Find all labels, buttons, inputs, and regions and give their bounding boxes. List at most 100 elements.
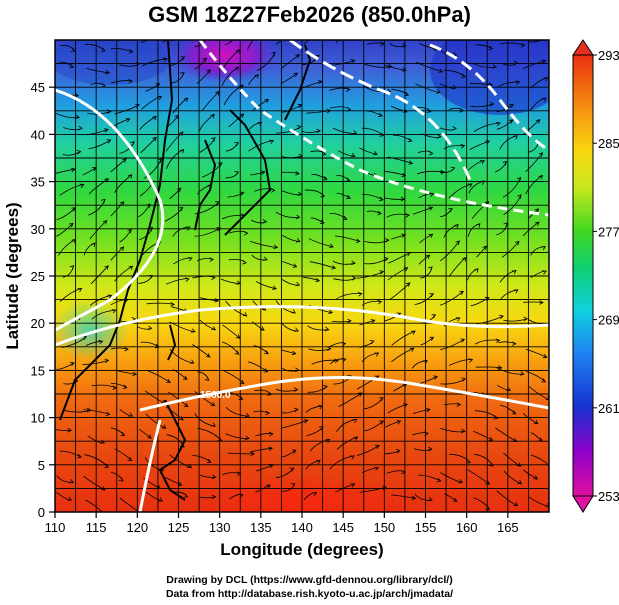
streamline-arrowhead	[242, 259, 247, 265]
streamline	[309, 439, 330, 452]
streamline-arrowhead	[516, 176, 522, 182]
streamline	[110, 201, 125, 217]
streamline	[364, 420, 384, 432]
streamline-arrowhead	[373, 151, 378, 156]
colorbar-ticks: 293 285 277 269 261 253	[593, 48, 619, 504]
streamline-arrowhead	[103, 513, 107, 517]
streamline	[88, 139, 111, 149]
streamline	[525, 175, 543, 195]
streamline	[473, 122, 501, 133]
streamline	[252, 99, 269, 112]
streamline-arrowhead	[379, 270, 385, 275]
streamline	[280, 171, 300, 174]
streamline	[336, 192, 351, 199]
streamline	[305, 460, 321, 470]
streamline	[503, 318, 528, 322]
streamline-arrowhead	[303, 419, 309, 424]
streamline-arrowhead	[77, 287, 83, 293]
streamline	[311, 174, 328, 180]
streamline-arrowhead	[511, 270, 517, 275]
streamline	[199, 474, 216, 478]
streamline-arrowhead	[184, 277, 190, 282]
streamline-arrowhead	[290, 483, 296, 488]
streamline-arrowhead	[70, 47, 76, 52]
streamline-arrowhead	[127, 456, 133, 462]
streamline-arrowhead	[538, 174, 543, 180]
streamline	[59, 450, 82, 458]
streamline-arrowhead	[436, 477, 442, 483]
streamline-arrowhead	[235, 49, 241, 54]
streamline-arrowhead	[211, 137, 216, 142]
streamline-arrowhead	[513, 60, 519, 66]
streamline	[443, 493, 458, 502]
streamline	[496, 367, 524, 375]
streamline-arrowhead	[147, 325, 153, 331]
streamline	[224, 370, 245, 384]
streamline	[169, 188, 182, 200]
streamline-arrowhead	[370, 319, 376, 324]
streamline	[361, 300, 382, 306]
streamline	[302, 130, 321, 133]
streamline-arrowhead	[331, 265, 337, 270]
streamline-arrowhead	[69, 63, 75, 69]
streamline-arrowhead	[328, 309, 333, 314]
streamline	[415, 83, 441, 93]
streamline-arrowhead	[357, 392, 363, 397]
streamline-arrowhead	[234, 142, 239, 147]
streamline-arrowhead	[374, 352, 380, 357]
streamline-arrowhead	[100, 198, 106, 204]
streamline-arrowhead	[185, 226, 191, 231]
streamline	[166, 406, 184, 421]
x-tick-label: 160	[456, 520, 478, 535]
contour-line-5	[289, 40, 472, 181]
streamline	[391, 330, 416, 346]
streamline-arrowhead	[122, 384, 128, 389]
streamline	[329, 455, 355, 470]
streamline	[110, 347, 129, 350]
contour-line-4	[429, 43, 549, 152]
streamline-arrowhead	[403, 403, 408, 408]
streamline-arrowhead	[118, 477, 124, 482]
streamline-arrowhead	[541, 246, 546, 251]
streamline	[384, 420, 401, 428]
streamline	[201, 91, 220, 111]
streamline-arrowhead	[179, 72, 185, 77]
map-plot-area: 1560.0	[55, 40, 549, 517]
streamline-arrowhead	[513, 289, 519, 294]
streamline	[91, 384, 117, 389]
streamline-arrowhead	[438, 68, 444, 73]
streamline	[56, 362, 75, 370]
streamline-arrowhead	[495, 338, 501, 344]
streamline-arrowhead	[545, 503, 549, 508]
streamline-arrowhead	[104, 358, 110, 364]
streamline-arrowhead	[119, 201, 125, 206]
streamline-arrowhead	[268, 431, 274, 437]
coastline-korea	[194, 139, 217, 231]
streamline	[83, 409, 110, 415]
streamline-arrowhead	[496, 121, 501, 127]
streamline	[336, 436, 358, 450]
streamline-arrowhead	[429, 293, 435, 298]
streamline	[308, 238, 334, 248]
streamline	[275, 211, 300, 219]
streamline-arrowhead	[458, 479, 463, 484]
streamline-arrowhead	[101, 47, 106, 52]
streamline	[141, 40, 167, 44]
streamline-arrowhead	[100, 486, 106, 491]
streamline	[308, 348, 331, 351]
streamline-arrowhead	[289, 467, 295, 472]
streamline-arrowhead	[254, 74, 259, 79]
streamline	[282, 408, 299, 414]
streamline	[503, 470, 522, 485]
streamline-arrowhead	[425, 408, 431, 413]
x-axis-ticks: 110 115 120 125 130 135 140 145 150 155 160 165	[45, 512, 519, 535]
streamline-arrowhead	[355, 238, 361, 243]
streamline-arrowhead	[215, 201, 220, 206]
contour-line-6	[138, 419, 162, 512]
streamline-arrowhead	[128, 48, 134, 54]
streamline-arrowhead	[327, 346, 332, 352]
streamline	[414, 293, 434, 305]
streamline	[387, 156, 413, 164]
streamline-arrowhead	[266, 484, 271, 489]
coastline-asia-mainland	[59, 40, 174, 421]
